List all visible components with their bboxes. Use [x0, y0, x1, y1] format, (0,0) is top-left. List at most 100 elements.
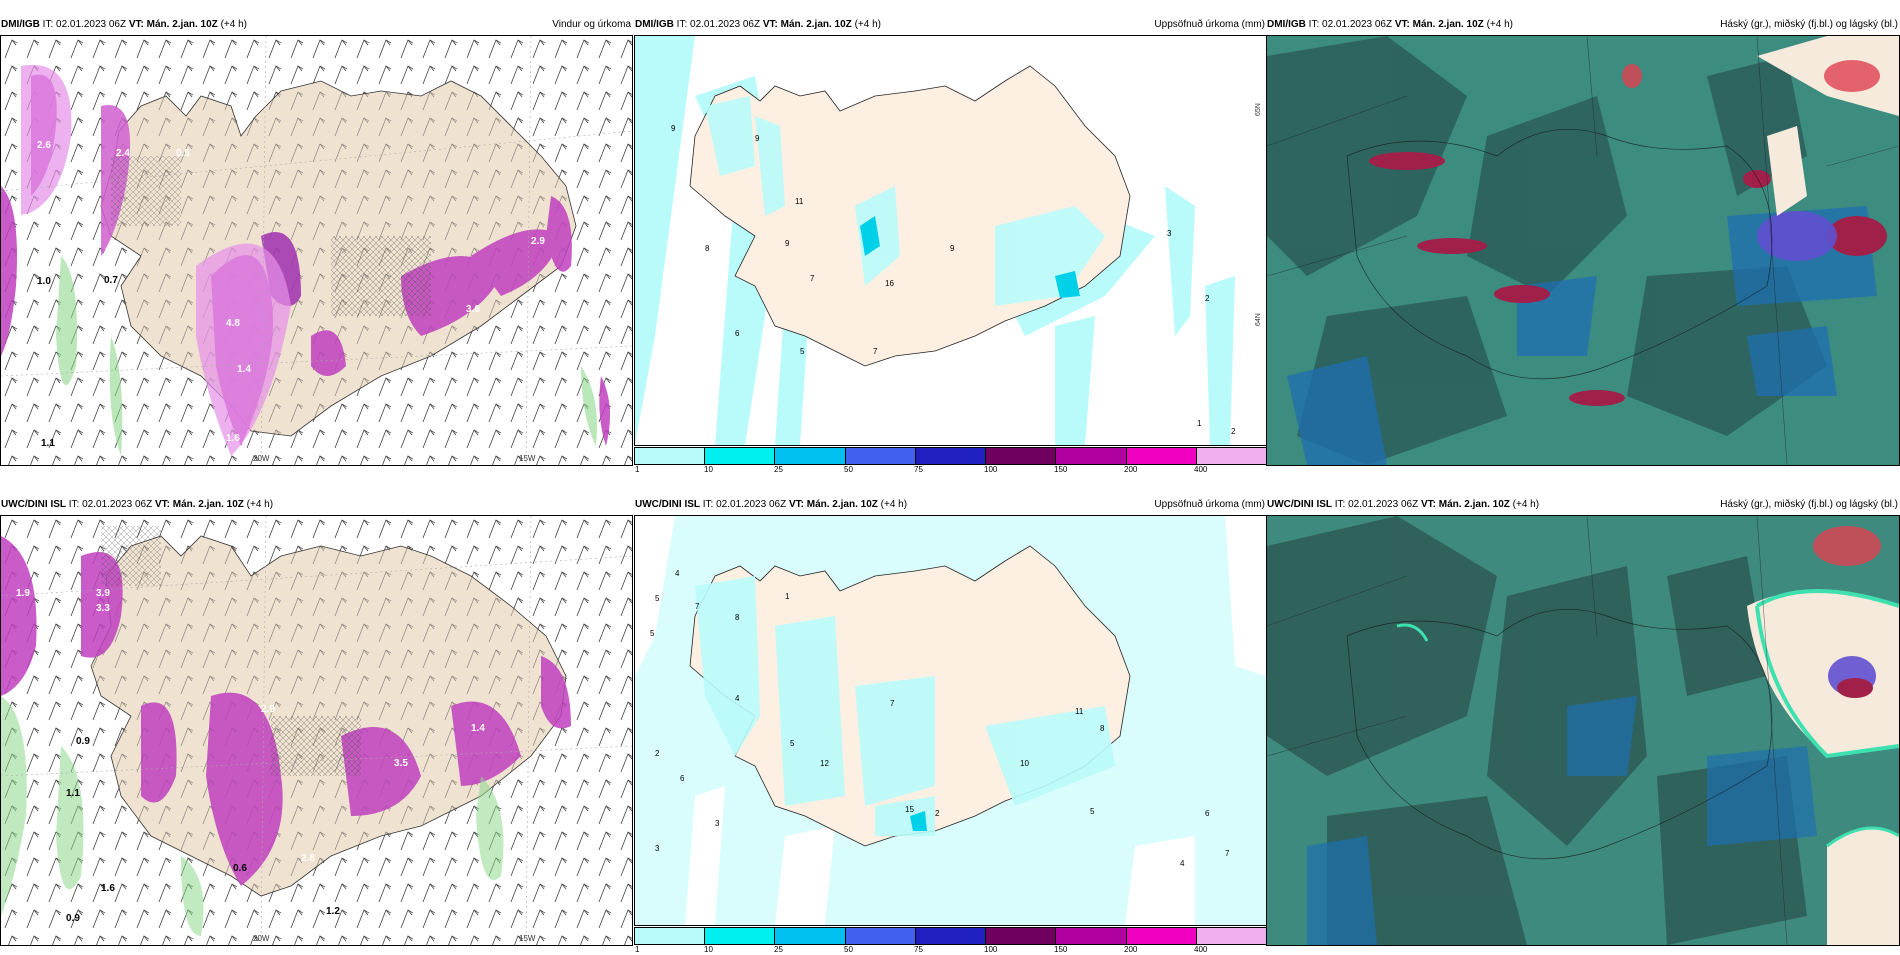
lead-time: (+4 h)	[246, 499, 274, 510]
colorbar-tick: 100	[984, 465, 998, 474]
it-label: IT:	[68, 499, 80, 510]
wind-map[interactable]: 2.6 3.5 2.4 0.7 1.0 4.8 1.4 1.6 2.9 3.6 …	[0, 35, 633, 466]
lead-time: (+4 h)	[880, 499, 908, 510]
model-name: UWC/DINI ISL	[1267, 499, 1332, 510]
wind-label: 3.9	[96, 588, 110, 599]
model-name: DMI/IGB	[1267, 19, 1306, 30]
colorbar-cell	[986, 928, 1057, 944]
colorbar-tick: 75	[914, 465, 923, 474]
panel-title: Háský (gr.), miðský (fj.bl.) og lágský (…	[1720, 499, 1898, 510]
cloud-map[interactable]	[1266, 35, 1900, 466]
precip-label: 12	[820, 759, 829, 768]
vt-value: Mán. 2.jan. 10Z	[146, 19, 218, 30]
colorbar-tick: 10	[704, 465, 713, 474]
wind-label: 1.1	[41, 438, 55, 449]
precip-map[interactable]: 9 9 11 8 9 7 6 5 7 16 9 3 2 1 2	[634, 35, 1267, 446]
precip-label: 4	[675, 569, 680, 578]
wind-label: 2.9	[531, 236, 545, 247]
colorbar-cell	[915, 928, 987, 944]
accum-precip-panel-uwc: UWC/DINI ISL IT: 02.01.2023 06Z VT: Mán.…	[634, 496, 1267, 954]
colorbar-cell	[845, 448, 916, 464]
model-name: DMI/IGB	[635, 19, 674, 30]
vt-value: Mán. 2.jan. 10Z	[806, 499, 878, 510]
wind-label: 3.5	[21, 213, 35, 224]
model-name: DMI/IGB	[1, 19, 40, 30]
precip-label: 2	[1231, 427, 1236, 436]
precip-label: 11	[795, 197, 804, 206]
it-value: 02.01.2023 06Z	[82, 499, 153, 510]
colorbar-cell	[775, 448, 846, 464]
vt-value: Mán. 2.jan. 10Z	[1438, 499, 1510, 510]
precip-label: 9	[950, 244, 955, 253]
panel-title: Vindur og úrkoma	[552, 19, 631, 30]
it-value: 02.01.2023 06Z	[690, 19, 761, 30]
precip-label: 7	[1225, 849, 1230, 858]
wind-label: 3.3	[96, 603, 110, 614]
precip-label: 7	[695, 602, 700, 611]
vt-value: Mán. 2.jan. 10Z	[1412, 19, 1484, 30]
wind-label: 1.6	[101, 883, 115, 894]
lon-label: 15W	[519, 934, 536, 943]
precip-label: 6	[735, 329, 740, 338]
precip-label: 4	[1180, 859, 1185, 868]
precip-map[interactable]: 4 5 5 7 8 1 4 2 6 3 5 12 7 10 11 8 5	[634, 515, 1267, 926]
precip-colorbar	[634, 927, 1267, 945]
vt-label: VT:	[128, 19, 144, 30]
colorbar-cell	[1056, 448, 1127, 464]
wind-label: 1.1	[66, 788, 80, 799]
panel-title: Uppsöfnuð úrkoma (mm)	[1154, 499, 1265, 510]
precip-label: 2	[655, 749, 660, 758]
wind-map[interactable]: 1.9 3.9 3.3 0.9 1.1 1.6 0.9 2.8 3.5 1.2 …	[0, 515, 633, 946]
it-label: IT:	[1334, 499, 1346, 510]
it-label: IT:	[42, 19, 54, 30]
cloud-panel-dmi: DMI/IGB IT: 02.01.2023 06Z VT: Mán. 2.ja…	[1266, 16, 1900, 466]
colorbar-cell	[705, 448, 776, 464]
lon-label: 15W	[519, 454, 536, 463]
precip-label: 5	[655, 594, 660, 603]
precip-label: 5	[790, 739, 795, 748]
lat-label: 65N	[1255, 103, 1262, 116]
lon-label: 20W	[253, 454, 270, 463]
wind-label: 1.4	[237, 364, 251, 375]
wind-label: 1.2	[326, 906, 340, 917]
it-value: 02.01.2023 06Z	[1322, 19, 1393, 30]
wind-label: 0.7	[104, 275, 118, 286]
colorbar-ticks: 1 10 25 50 75 100 150 200 400	[634, 945, 1267, 955]
colorbar-tick: 200	[1124, 465, 1138, 474]
lat-label: 64N	[1255, 313, 1262, 326]
cloud-map[interactable]	[1266, 515, 1900, 946]
colorbar-cell	[1196, 448, 1266, 464]
wind-label: 1.0	[37, 276, 51, 287]
wind-label: 3.5	[394, 758, 408, 769]
precip-label: 9	[755, 134, 760, 143]
precip-label: 1	[1197, 419, 1202, 428]
wind-label: 2.8	[301, 853, 315, 864]
precip-value-labels: 4 5 5 7 8 1 4 2 6 3 5 12 7 10 11 8 5	[650, 569, 1230, 868]
precip-label: 10	[1020, 759, 1029, 768]
wind-precip-panel-uwc: UWC/DINI ISL IT: 02.01.2023 06Z VT: Mán.…	[0, 496, 633, 946]
it-label: IT:	[702, 499, 714, 510]
precip-label: 7	[873, 347, 878, 356]
precip-label: 6	[1205, 809, 1210, 818]
colorbar-tick: 25	[774, 465, 783, 474]
precip-label: 9	[671, 124, 676, 133]
precip-label: 11	[1075, 707, 1084, 716]
wind-label: 2.6	[37, 140, 51, 151]
wind-value-labels: 2.6 3.5 2.4 0.7 1.0 4.8 1.4 1.6 2.9 3.6 …	[21, 140, 545, 449]
wind-label: 0.6	[233, 863, 247, 874]
precip-label: 4	[735, 694, 740, 703]
precip-label: 3	[1167, 229, 1172, 238]
colorbar-tick: 400	[1194, 465, 1208, 474]
wind-label: 2.4	[116, 148, 130, 159]
row-dmi: DMI/IGB IT: 02.01.2023 06Z VT: Mán. 2.ja…	[0, 16, 1900, 474]
precip-label: 8	[1100, 724, 1105, 733]
colorbar-tick: 50	[844, 465, 853, 474]
vt-label: VT:	[154, 499, 170, 510]
panel-title: Háský (gr.), miðský (fj.bl.) og lágský (…	[1720, 19, 1898, 30]
lead-time: (+4 h)	[1512, 499, 1540, 510]
vt-value: Mán. 2.jan. 10Z	[780, 19, 852, 30]
precip-label: 5	[1090, 807, 1095, 816]
lead-time: (+4 h)	[1486, 19, 1513, 30]
precip-value-labels: 9 9 11 8 9 7 6 5 7 16 9 3 2 1 2	[671, 124, 1236, 436]
wind-label: 1.4	[471, 723, 485, 734]
